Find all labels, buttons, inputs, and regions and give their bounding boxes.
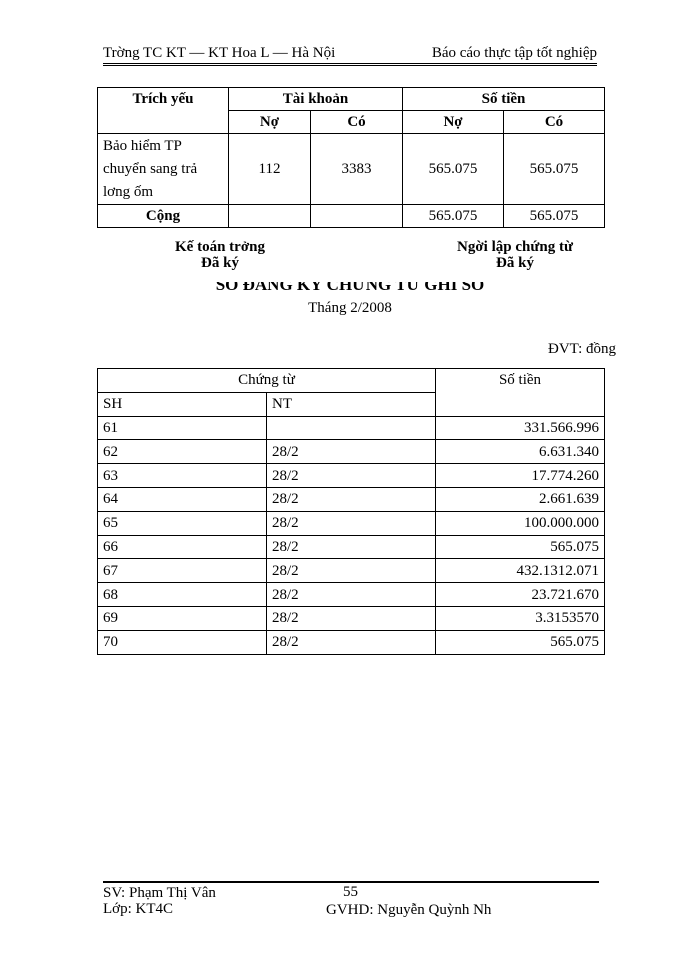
cell-amount: 565.075 <box>435 629 605 655</box>
total-no: 565.075 <box>402 204 505 228</box>
page-footer: SV: Phạm Thị Vân Lớp: KT4C 55 GVHD: Nguy… <box>103 881 599 918</box>
table-row: 65 28/2 100.000.000 <box>97 510 605 536</box>
col-so-tien: Số tiền <box>402 87 606 111</box>
signature-status: Đã ký <box>201 255 239 271</box>
table-row: 69 28/2 3.3153570 <box>97 605 605 631</box>
footer-class: Lớp: KT4C <box>103 901 174 917</box>
desc-line: chuyển sang trả <box>103 160 198 177</box>
tk-no: 112 <box>228 133 311 205</box>
cell-sh: 65 <box>97 510 267 536</box>
signature-chief-accountant: Kế toán trởng Đã ký <box>160 239 280 271</box>
tk-co: 3383 <box>309 133 404 205</box>
page-number: 55 <box>343 884 358 900</box>
col-st-no: Nợ <box>402 110 505 134</box>
total-label: Cộng <box>97 204 229 228</box>
signature-status: Đã ký <box>496 255 534 271</box>
cell-amount: 100.000.000 <box>435 510 605 536</box>
cell-sh: 66 <box>97 534 267 560</box>
cell-sh: 67 <box>97 558 267 584</box>
row-description: Bảo hiểm TP chuyển sang trả lơng ốm <box>97 133 229 205</box>
cell-nt: 28/2 <box>266 558 436 584</box>
table-row: 61 331.566.996 <box>97 415 605 441</box>
cell-nt <box>266 415 436 441</box>
cell-nt: 28/2 <box>266 439 436 465</box>
total-co: 565.075 <box>503 204 606 228</box>
cell-nt: 28/2 <box>266 629 436 655</box>
col-sh: SH <box>97 391 267 417</box>
cell-nt: 28/2 <box>266 605 436 631</box>
col-chung-tu: Chứng từ <box>97 368 436 393</box>
cell-amount: 2.661.639 <box>435 486 605 512</box>
col-st-co: Có <box>503 110 606 134</box>
footer-advisor: GVHD: Nguyễn Quỳnh Nh <box>326 902 492 918</box>
signature-title: Kế toán trởng <box>175 239 265 255</box>
table-row: 63 28/2 17.774.260 <box>97 463 605 488</box>
signature-preparer: Ngời lập chứng từ Đã ký <box>440 239 590 271</box>
cell-sh: 62 <box>97 439 267 465</box>
cell-nt: 28/2 <box>266 534 436 560</box>
cell-sh: 69 <box>97 605 267 631</box>
cell-sh: 64 <box>97 486 267 512</box>
cell-nt: 28/2 <box>266 463 436 488</box>
desc-line: lơng ốm <box>103 183 154 200</box>
cell-amount: 331.566.996 <box>435 415 605 441</box>
footer-student: SV: Phạm Thị Vân <box>103 885 216 901</box>
st-co: 565.075 <box>503 133 606 205</box>
cell-sh: 68 <box>97 582 267 607</box>
table-row: 67 28/2 432.1312.071 <box>97 558 605 584</box>
voucher-table: Trích yếu Tài khoản Số tiền Nợ Có Nợ Có … <box>97 87 606 228</box>
col-tai-khoan: Tài khoản <box>227 87 404 111</box>
cell-sh: 70 <box>97 629 267 655</box>
st-no: 565.075 <box>402 133 505 205</box>
header-school: Trờng TC KT — KT Hoa L — Hà Nội <box>103 45 336 61</box>
cell-sh: 61 <box>97 415 267 441</box>
cell-amount: 432.1312.071 <box>435 558 605 584</box>
cell-nt: 28/2 <box>266 510 436 536</box>
document-title: SỔ ĐĂNG KÝ CHỨNG TỪ GHI SỔ <box>215 282 485 294</box>
header-report: Báo cáo thực tập tốt nghiệp <box>431 45 597 61</box>
empty-cell <box>309 204 404 228</box>
table-row: 66 28/2 565.075 <box>97 534 605 560</box>
cell-amount: 3.3153570 <box>435 605 605 631</box>
signature-title: Ngời lập chứng từ <box>457 239 573 255</box>
cell-sh: 63 <box>97 463 267 488</box>
col-trich-yeu: Trích yếu <box>97 87 229 134</box>
cell-amount: 6.631.340 <box>435 439 605 465</box>
cell-nt: 28/2 <box>266 486 436 512</box>
table-row: Bảo hiểm TP chuyển sang trả lơng ốm 112 … <box>97 133 606 205</box>
table-row: 68 28/2 23.721.670 <box>97 582 605 607</box>
table-row: 70 28/2 565.075 <box>97 629 605 655</box>
table-row: 62 28/2 6.631.340 <box>97 439 605 465</box>
register-table: Chứng từ Số tiền SH NT 61 331.566.996 62 28… <box>97 368 605 655</box>
table-row: 64 28/2 2.661.639 <box>97 486 605 512</box>
cell-amount: 17.774.260 <box>435 463 605 488</box>
cell-nt: 28/2 <box>266 582 436 607</box>
col-so-tien: Số tiền <box>435 368 605 417</box>
desc-line: Bảo hiểm TP <box>103 137 182 154</box>
col-tk-no: Nợ <box>228 110 311 134</box>
unit-label: ĐVT: đồng <box>548 341 616 357</box>
cell-amount: 23.721.670 <box>435 582 605 607</box>
cell-amount: 565.075 <box>435 534 605 560</box>
col-nt: NT <box>266 391 436 417</box>
page-header: Trờng TC KT — KT Hoa L — Hà Nội Báo cáo … <box>103 44 597 66</box>
empty-cell <box>228 204 311 228</box>
footer-student-info: SV: Phạm Thị Vân Lớp: KT4C <box>103 885 216 917</box>
total-row: Cộng 565.075 565.075 <box>97 204 606 228</box>
col-tk-co: Có <box>309 110 404 134</box>
document-subtitle: Tháng 2/2008 <box>308 300 392 316</box>
